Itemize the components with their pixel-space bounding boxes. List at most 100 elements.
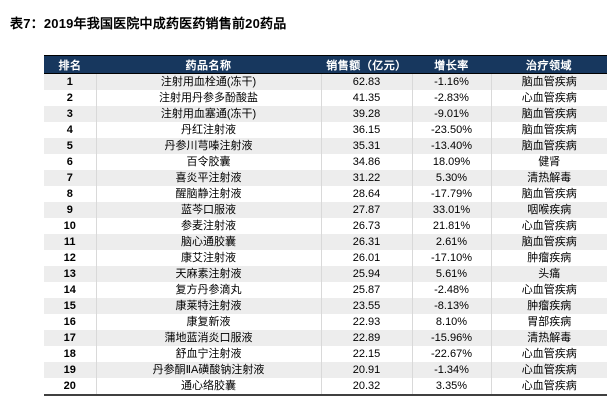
cell-growth: -2.48% xyxy=(411,282,491,298)
cell-area: 心血管疾病 xyxy=(490,346,607,362)
cell-sales: 31.22 xyxy=(320,170,412,186)
table-row: 9 蓝芩口服液 27.87 33.01% 咽喉疾病 xyxy=(44,202,607,218)
cell-growth: -23.50% xyxy=(411,122,491,138)
cell-area: 健肾 xyxy=(490,154,607,170)
cell-sales: 26.01 xyxy=(320,250,412,266)
cell-name: 注射用丹参多酚酸盐 xyxy=(95,90,321,106)
cell-rank: 3 xyxy=(66,108,73,120)
cell-sales: 20.91 xyxy=(320,362,412,378)
cell-rank: 1 xyxy=(66,76,73,88)
cell-name: 舒血宁注射液 xyxy=(95,346,321,362)
cell-growth: 33.01% xyxy=(411,202,491,218)
cell-name: 百令胶囊 xyxy=(95,154,321,170)
cell-area: 脑血管疾病 xyxy=(490,186,607,202)
cell-rank: 8 xyxy=(66,188,73,200)
header-cell-area: 治疗领域 xyxy=(491,55,607,74)
table-row: 15 康莱特注射液 23.55 -8.13% 肿瘤疾病 xyxy=(44,298,607,314)
cell-area: 心血管疾病 xyxy=(490,378,607,396)
cell-area: 脑血管疾病 xyxy=(490,138,607,154)
cell-area: 脑血管疾病 xyxy=(490,234,607,250)
cell-area: 脑血管疾病 xyxy=(490,106,607,122)
cell-growth: -8.13% xyxy=(411,298,491,314)
cell-growth: 2.61% xyxy=(411,234,491,250)
cell-area: 咽喉疾病 xyxy=(490,202,607,218)
cell-rank: 16 xyxy=(63,316,76,328)
cell-name: 醒脑静注射液 xyxy=(95,186,321,202)
cell-rank: 18 xyxy=(63,348,76,360)
table-row: 5 丹参川芎嗪注射液 35.31 -13.40% 脑血管疾病 xyxy=(44,138,607,154)
cell-sales: 34.86 xyxy=(320,154,412,170)
cell-name: 注射用血栓通(冻干) xyxy=(95,73,321,90)
cell-name: 康艾注射液 xyxy=(95,250,321,266)
cell-area: 肿瘤疾病 xyxy=(490,298,607,314)
cell-sales: 28.64 xyxy=(320,186,412,202)
cell-growth: -17.10% xyxy=(411,250,491,266)
top20-drugs-table: 排名 药品名称 销售额（亿元） 增长率 治疗领域 1 注射用血栓通(冻干) 62.83 -1.… xyxy=(44,55,607,396)
cell-rank: 10 xyxy=(63,220,76,232)
cell-growth: -9.01% xyxy=(411,106,491,122)
cell-rank: 7 xyxy=(66,172,73,184)
cell-sales: 22.15 xyxy=(320,346,412,362)
cell-sales: 22.93 xyxy=(320,314,412,330)
table-row: 20 通心络胶囊 20.32 3.35% 心血管疾病 xyxy=(44,378,607,396)
cell-name: 蓝芩口服液 xyxy=(95,202,321,218)
cell-sales: 39.28 xyxy=(320,106,412,122)
cell-rank: 13 xyxy=(63,268,76,280)
cell-rank: 2 xyxy=(66,92,73,104)
cell-growth: 18.09% xyxy=(411,154,491,170)
cell-rank: 17 xyxy=(63,332,76,344)
cell-growth: -1.34% xyxy=(411,362,491,378)
cell-area: 心血管疾病 xyxy=(490,362,607,378)
cell-rank: 20 xyxy=(44,378,96,396)
table-header-row: 排名 药品名称 销售额（亿元） 增长率 治疗领域 xyxy=(44,55,607,74)
cell-name: 丹参川芎嗪注射液 xyxy=(95,138,321,154)
table-row: 7 喜炎平注射液 31.22 5.30% 清热解毒 xyxy=(44,170,607,186)
table-row: 13 天麻素注射液 25.94 5.61% 头痛 xyxy=(44,266,607,282)
cell-name: 喜炎平注射液 xyxy=(95,170,321,186)
cell-sales: 22.89 xyxy=(320,330,412,346)
table-row: 10 参麦注射液 26.73 21.81% 心血管疾病 xyxy=(44,218,607,234)
cell-rank: 6 xyxy=(66,156,73,168)
cell-rank: 9 xyxy=(66,204,73,216)
cell-area: 心血管疾病 xyxy=(490,218,607,234)
cell-name: 参麦注射液 xyxy=(95,218,321,234)
cell-sales: 35.31 xyxy=(320,138,412,154)
cell-name: 复方丹参滴丸 xyxy=(95,282,321,298)
cell-sales: 26.31 xyxy=(320,234,412,250)
cell-growth: 5.30% xyxy=(411,170,491,186)
cell-growth: 8.10% xyxy=(411,314,491,330)
cell-growth: -13.40% xyxy=(411,138,491,154)
table-row: 14 复方丹参滴丸 25.87 -2.48% 心血管疾病 xyxy=(44,282,607,298)
table-row: 19 丹参酮ⅡA磺酸钠注射液 20.91 -1.34% 心血管疾病 xyxy=(44,362,607,378)
table-row: 17 蒲地蓝消炎口服液 22.89 -15.96% 清热解毒 xyxy=(44,330,607,346)
table-row: 1 注射用血栓通(冻干) 62.83 -1.16% 脑血管疾病 xyxy=(44,73,607,90)
table-title: 表7：2019年我国医院中成药医药销售前20药品 xyxy=(10,16,287,31)
cell-name: 注射用血塞通(冻干) xyxy=(95,106,321,122)
header-cell-rank: 排名 xyxy=(44,55,96,74)
cell-name: 天麻素注射液 xyxy=(95,266,321,282)
cell-sales: 25.94 xyxy=(320,266,412,282)
cell-growth: 5.61% xyxy=(411,266,491,282)
cell-sales: 20.32 xyxy=(320,378,412,396)
header-cell-sales: 销售额（亿元） xyxy=(321,55,412,74)
cell-name: 通心络胶囊 xyxy=(95,378,321,396)
cell-sales: 36.15 xyxy=(320,122,412,138)
cell-rank: 15 xyxy=(63,300,76,312)
cell-name: 丹红注射液 xyxy=(95,122,321,138)
cell-area: 胃部疾病 xyxy=(490,314,607,330)
cell-rank: 14 xyxy=(63,284,76,296)
cell-name: 脑心通胶囊 xyxy=(95,234,321,250)
table-row: 16 康复新液 22.93 8.10% 胃部疾病 xyxy=(44,314,607,330)
cell-growth: 21.81% xyxy=(411,218,491,234)
table-body: 1 注射用血栓通(冻干) 62.83 -1.16% 脑血管疾病 2 注射用丹参多酚酸盐 41.… xyxy=(44,73,607,396)
table-row: 6 百令胶囊 34.86 18.09% 健肾 xyxy=(44,154,607,170)
cell-growth: -1.16% xyxy=(411,73,491,90)
header-cell-growth: 增长率 xyxy=(412,55,491,74)
cell-growth: -2.83% xyxy=(411,90,491,106)
cell-sales: 62.83 xyxy=(320,73,412,90)
cell-rank: 12 xyxy=(63,252,76,264)
cell-growth: -15.96% xyxy=(411,330,491,346)
cell-area: 脑血管疾病 xyxy=(490,122,607,138)
cell-sales: 25.87 xyxy=(320,282,412,298)
